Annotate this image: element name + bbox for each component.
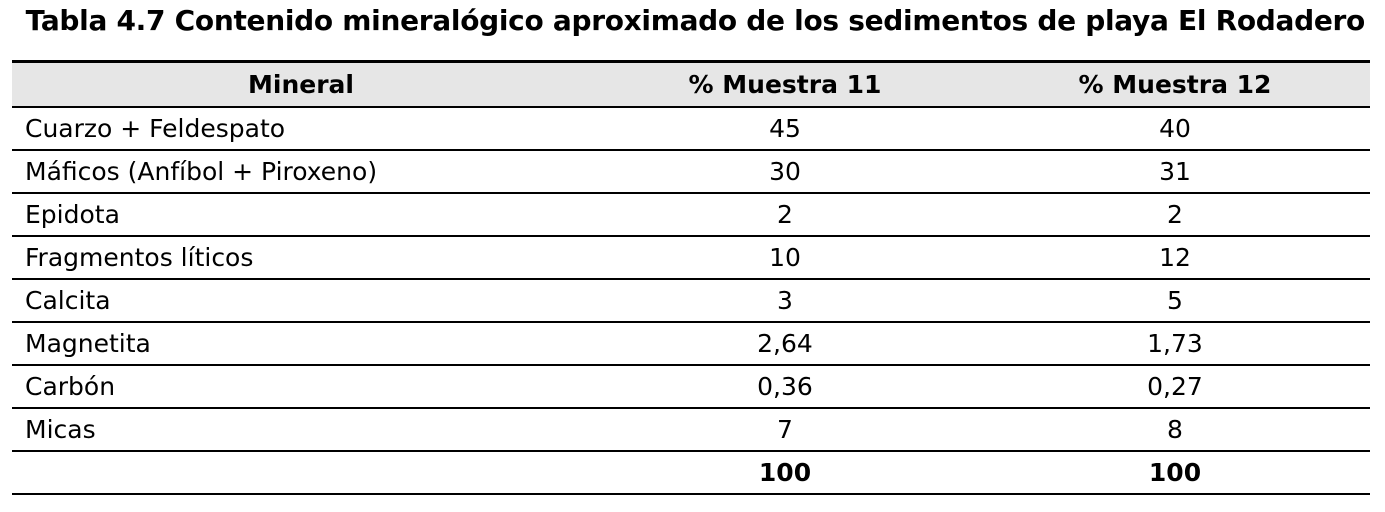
mineral-name: Epidota: [12, 193, 590, 237]
table-row: Fragmentos líticos 10 12: [12, 236, 1370, 280]
percent-cell: 10: [590, 236, 980, 280]
empty-cell: [12, 451, 590, 495]
percent-cell: 0,36: [590, 365, 980, 409]
percent-cell: 31: [980, 150, 1370, 194]
total-row: 100 100: [12, 451, 1370, 495]
table-title: Tabla 4.7 Contenido mineralógico aproxim…: [25, 4, 1366, 37]
percent-cell: 30: [590, 150, 980, 194]
table-row: Micas 7 8: [12, 408, 1370, 452]
mineral-name: Carbón: [12, 365, 590, 409]
mineral-name: Micas: [12, 408, 590, 452]
header-row: Mineral% Muestra 11% Muestra 12: [12, 60, 1370, 108]
percent-cell: 45: [590, 107, 980, 151]
percent-cell: 2: [590, 193, 980, 237]
percent-cell: 3: [590, 279, 980, 323]
mineral-name: Cuarzo + Feldespato: [12, 107, 590, 151]
table-row: Calcita 3 5: [12, 279, 1370, 323]
total-cell: 100: [590, 451, 980, 495]
table-row: Epidota 2 2: [12, 193, 1370, 237]
header-cell: % Muestra 11: [590, 60, 980, 108]
percent-cell: 5: [980, 279, 1370, 323]
mineral-name: Máficos (Anfíbol + Piroxeno): [12, 150, 590, 194]
percent-cell: 0,27: [980, 365, 1370, 409]
header-cell: Mineral: [12, 60, 590, 108]
percent-cell: 7: [590, 408, 980, 452]
table-row: Carbón 0,36 0,27: [12, 365, 1370, 409]
table-row: Máficos (Anfíbol + Piroxeno) 30 31: [12, 150, 1370, 194]
table-row: Cuarzo + Feldespato 45 40: [12, 107, 1370, 151]
percent-cell: 40: [980, 107, 1370, 151]
header-cell: % Muestra 12: [980, 60, 1370, 108]
percent-cell: 8: [980, 408, 1370, 452]
percent-cell: 1,73: [980, 322, 1370, 366]
mineral-name: Calcita: [12, 279, 590, 323]
mineral-table: Mineral% Muestra 11% Muestra 12 Cuarzo +…: [12, 60, 1370, 495]
table-row: Magnetita 2,64 1,73: [12, 322, 1370, 366]
percent-cell: 12: [980, 236, 1370, 280]
percent-cell: 2: [980, 193, 1370, 237]
mineral-name: Fragmentos líticos: [12, 236, 590, 280]
table-body: Cuarzo + Feldespato 45 40 Máficos (Anfíbol …: [12, 107, 1370, 495]
percent-cell: 2,64: [590, 322, 980, 366]
mineral-name: Magnetita: [12, 322, 590, 366]
total-cell: 100: [980, 451, 1370, 495]
